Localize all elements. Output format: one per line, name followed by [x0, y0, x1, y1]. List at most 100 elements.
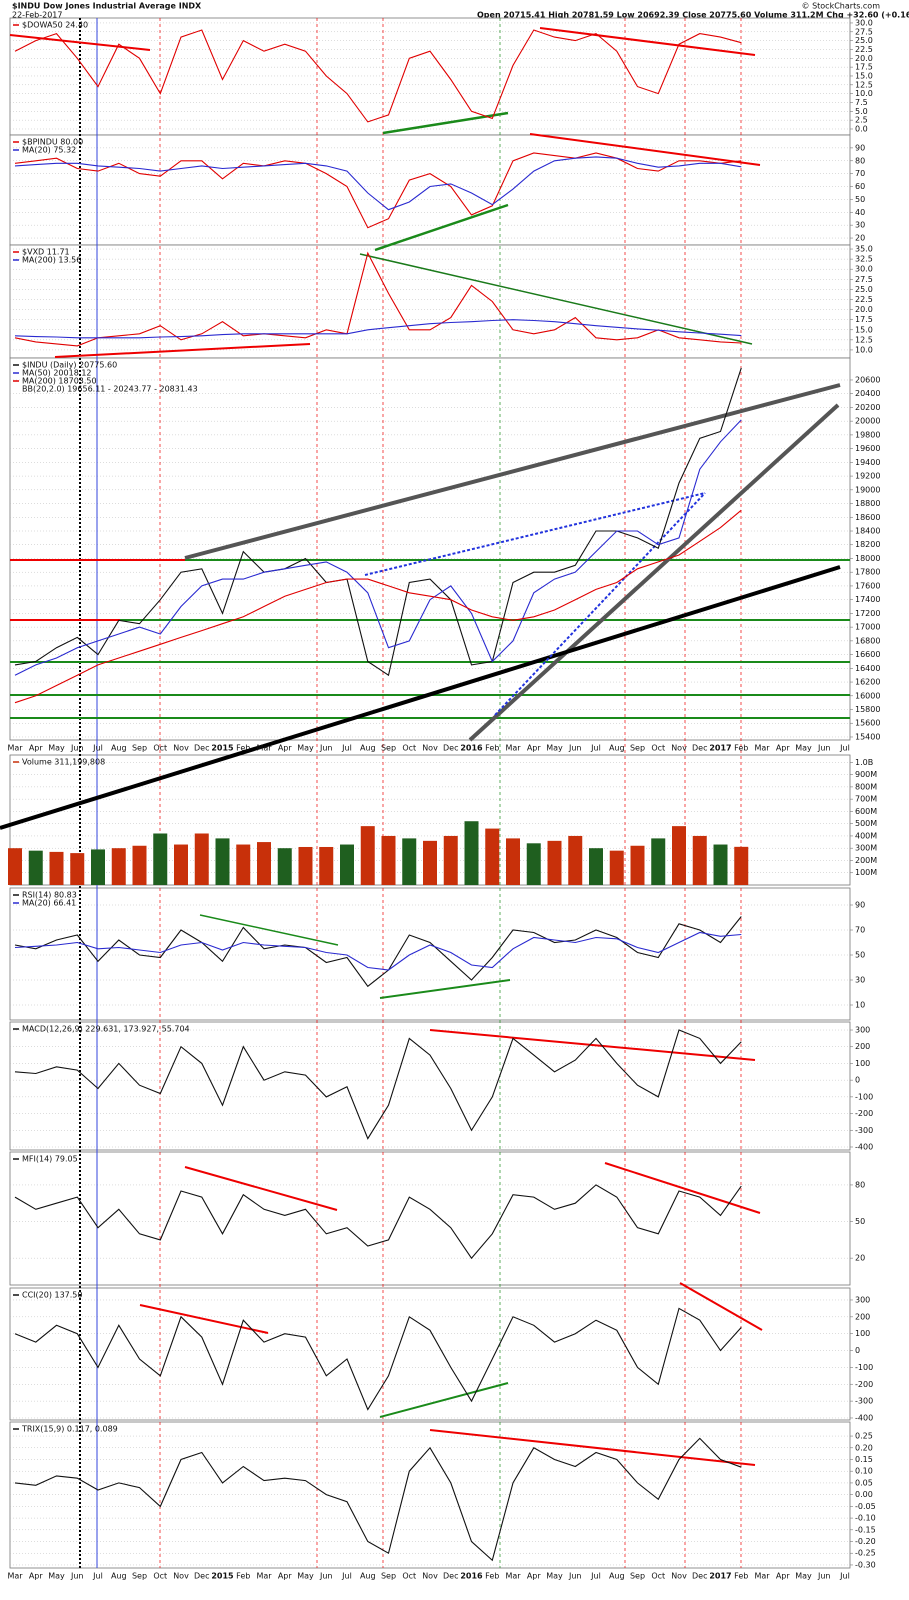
x-tick-label: Feb [236, 744, 250, 753]
series-line [14, 1029, 742, 1140]
x-tick-label: Jul [341, 744, 352, 753]
volume-bar [402, 838, 417, 885]
x-tick-label: 2016 [460, 1572, 483, 1581]
x-tick-label: Dec [692, 1572, 707, 1581]
panel-frame [9, 1421, 851, 1569]
x-tick-label: Aug [111, 744, 127, 753]
y-tick-label: 2.5 [855, 116, 868, 125]
y-tick-label: 200M [855, 856, 877, 865]
panel-frame [9, 244, 851, 359]
x-tick-label: Mar [505, 1572, 521, 1581]
panel-frame [9, 134, 851, 246]
trend-line [139, 1304, 269, 1334]
x-tick-label: May [48, 1572, 65, 1581]
y-tick-label: 0 [855, 1076, 860, 1085]
legend-label: CCI(20) 137.50 [22, 1291, 83, 1300]
trend-line [184, 383, 841, 560]
y-tick-label: 18400 [855, 527, 880, 536]
legend-label: MA(20) 66.41 [22, 899, 76, 908]
annotation: BB(20,2.0) 19656.11 - 20243.77 - 20831.4… [22, 385, 198, 394]
series-line [14, 367, 742, 677]
x-tick-label: Mar [256, 744, 272, 753]
y-tick-label: 1.0B [855, 758, 873, 767]
x-tick-label: May [546, 1572, 563, 1581]
series-line [14, 251, 742, 347]
trend-line [199, 914, 339, 946]
y-tick-label: 30.0 [855, 18, 873, 27]
x-tick-label: 2017 [709, 1572, 731, 1581]
volume-bar [215, 838, 230, 885]
x-tick-label: Dec [194, 1572, 209, 1581]
y-tick-label: 12.5 [855, 80, 873, 89]
volume-bar [132, 845, 147, 885]
y-tick-label: 900M [855, 770, 877, 779]
series-line [14, 1184, 742, 1260]
y-tick-label: 100M [855, 868, 877, 877]
x-tick-label: Sep [381, 1572, 396, 1581]
x-tick-label: Oct [153, 1572, 167, 1581]
y-tick-label: 0.15 [855, 1455, 873, 1464]
legend-label: RSI(14) 80.83 [22, 891, 77, 900]
x-tick-label: Jul [92, 744, 103, 753]
x-tick-label: Apr [527, 744, 542, 753]
x-tick-label: Apr [278, 1572, 293, 1581]
volume-bar [506, 838, 520, 885]
x-tick-label: Nov [173, 744, 189, 753]
legend-label: MA(20) 75.32 [22, 146, 76, 155]
x-tick-label: Jul [839, 1572, 850, 1581]
volume-bar [360, 826, 375, 885]
y-tick-label: 17.5 [855, 315, 873, 324]
y-tick-label: 0.25 [855, 1432, 873, 1441]
series-line [14, 1307, 742, 1411]
y-tick-label: 10 [855, 1001, 865, 1010]
x-tick-label: Jun [319, 744, 333, 753]
y-tick-label: 50 [855, 951, 865, 960]
x-tick-label: Jul [92, 1572, 103, 1581]
volume-bar [28, 850, 43, 885]
legend-label: MA(50) 20018.12 [22, 369, 92, 378]
y-tick-label: 200 [855, 1312, 870, 1321]
y-tick-label: 15600 [855, 719, 880, 728]
y-tick-label: 20 [855, 1254, 865, 1263]
volume-bar [485, 828, 500, 885]
legend-label: $VXD 11.71 [22, 248, 70, 257]
trend-line [539, 27, 756, 56]
x-tick-label: 2017 [709, 744, 731, 753]
x-tick-label: May [48, 744, 65, 753]
legend-label: $DOWA50 24.40 [22, 21, 88, 30]
volume-bar [423, 840, 437, 885]
y-tick-label: 70 [855, 926, 865, 935]
x-tick-label: 2015 [211, 1572, 234, 1581]
volume-bar [49, 851, 64, 885]
trend-line [468, 403, 840, 742]
panel-frame [9, 887, 851, 1021]
ohlc-summary: Open 20715.41 High 20781.59 Low 20692.39… [477, 11, 909, 20]
trend-line [679, 1282, 763, 1331]
x-tick-label: Oct [651, 1572, 665, 1581]
y-tick-label: 0.10 [855, 1467, 873, 1476]
y-tick-label: -0.05 [855, 1502, 876, 1511]
volume-bar [568, 835, 583, 885]
y-tick-label: 30 [855, 976, 865, 985]
series-line [14, 931, 742, 971]
x-tick-label: Nov [671, 744, 687, 753]
y-tick-label: 300 [855, 1026, 870, 1035]
trend-line [0, 565, 841, 830]
y-tick-label: 700M [855, 795, 877, 804]
y-tick-label: 20600 [855, 375, 880, 384]
trend-line [379, 979, 511, 999]
y-tick-label: 300M [855, 844, 877, 853]
x-tick-label: Jul [341, 1572, 352, 1581]
y-tick-label: 0 [855, 1346, 860, 1355]
y-tick-label: 0.05 [855, 1478, 873, 1487]
y-tick-label: -300 [855, 1397, 873, 1406]
volume-bar [91, 849, 105, 885]
y-tick-label: 0.00 [855, 1490, 873, 1499]
x-tick-label: Sep [630, 1572, 645, 1581]
legend-label: MA(200) 18703.50 [22, 377, 97, 386]
y-tick-label: 22.5 [855, 45, 873, 54]
x-tick-label: Mar [7, 744, 23, 753]
volume-bar [319, 846, 334, 885]
y-tick-label: 17400 [855, 595, 880, 604]
